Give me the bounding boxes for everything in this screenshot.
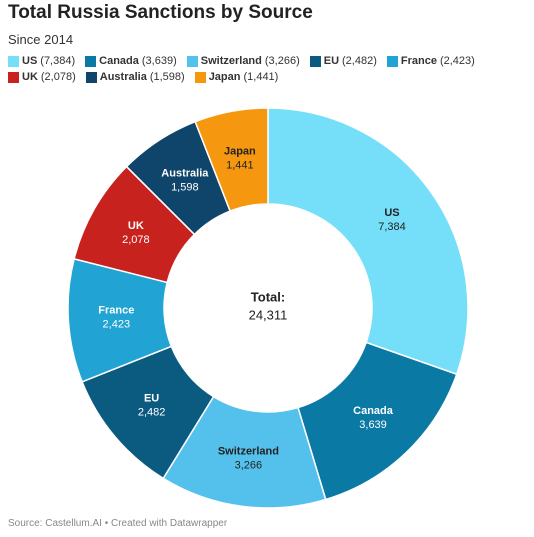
legend-value: (2,423) [439,55,475,67]
slice-label: UK [128,220,144,232]
legend-value: (1,441) [243,71,279,83]
legend-item: EU (2,482) [309,55,377,67]
legend-swatch [8,71,19,83]
slice-label: Canada [353,405,394,417]
legend-name: EU [323,55,340,67]
slice-value: 3,266 [235,460,263,472]
legend-value: (1,598) [149,71,185,83]
chart: US 7,384 Canada 3,639 Switzerland 3,266 EU 2,48… [67,107,469,509]
legend-name: Switzerland [200,55,262,67]
total-value: 24,311 [249,307,288,322]
legend-swatch [386,55,398,67]
slice-label: Australia [161,168,209,180]
legend-swatch [186,55,198,67]
legend-item: US (7,384) [8,55,75,67]
slice-value: 3,639 [359,419,387,431]
legend: US (7,384) Canada (3,639) Switzerland (3,266)… [8,55,528,83]
slice-value: 7,384 [378,221,406,233]
slice-label: France [98,305,134,317]
legend-value: (2,078) [40,71,76,83]
slice-label: Switzerland [218,446,279,458]
legend-item: Canada (3,639) [85,55,177,67]
donut-slice [267,107,469,376]
legend-swatch [8,55,19,67]
legend-name: France [400,55,437,67]
slice-label: EU [144,393,159,405]
donut-slice [194,107,269,213]
legend-item: Switzerland (3,266) [186,55,300,67]
legend-name: US [22,55,38,67]
legend-value: (2,482) [342,55,377,67]
legend-item: Japan (1,441) [194,71,279,83]
slice-value: 1,598 [171,182,199,194]
slice-value: 1,441 [226,160,254,172]
total-label: Total: [251,289,285,304]
legend-name: Australia [99,71,147,83]
legend-name: Canada [99,55,139,67]
legend-item: France (2,423) [386,55,475,67]
legend-name: UK [22,71,38,83]
legend-value: (7,384) [40,55,76,67]
slice-value: 2,423 [103,319,131,331]
legend-value: (3,639) [141,55,177,67]
chart-title: Total Russia Sanctions by Source [8,2,313,23]
legend-name: Japan [208,71,241,83]
legend-swatch [85,71,97,83]
legend-swatch [194,71,206,83]
slice-label: US [384,207,399,219]
source-note: Source: Castellum.AI • Created with Data… [8,518,228,529]
legend-swatch [309,55,321,67]
legend-item: Australia (1,598) [85,71,185,83]
slice-value: 2,482 [138,407,166,419]
slice-value: 2,078 [122,234,150,246]
chart-subtitle: Since 2014 [8,32,74,47]
legend-value: (3,266) [264,55,300,67]
slice-label: Japan [224,146,256,158]
legend-item: UK (2,078) [8,71,76,83]
legend-swatch [85,55,97,67]
